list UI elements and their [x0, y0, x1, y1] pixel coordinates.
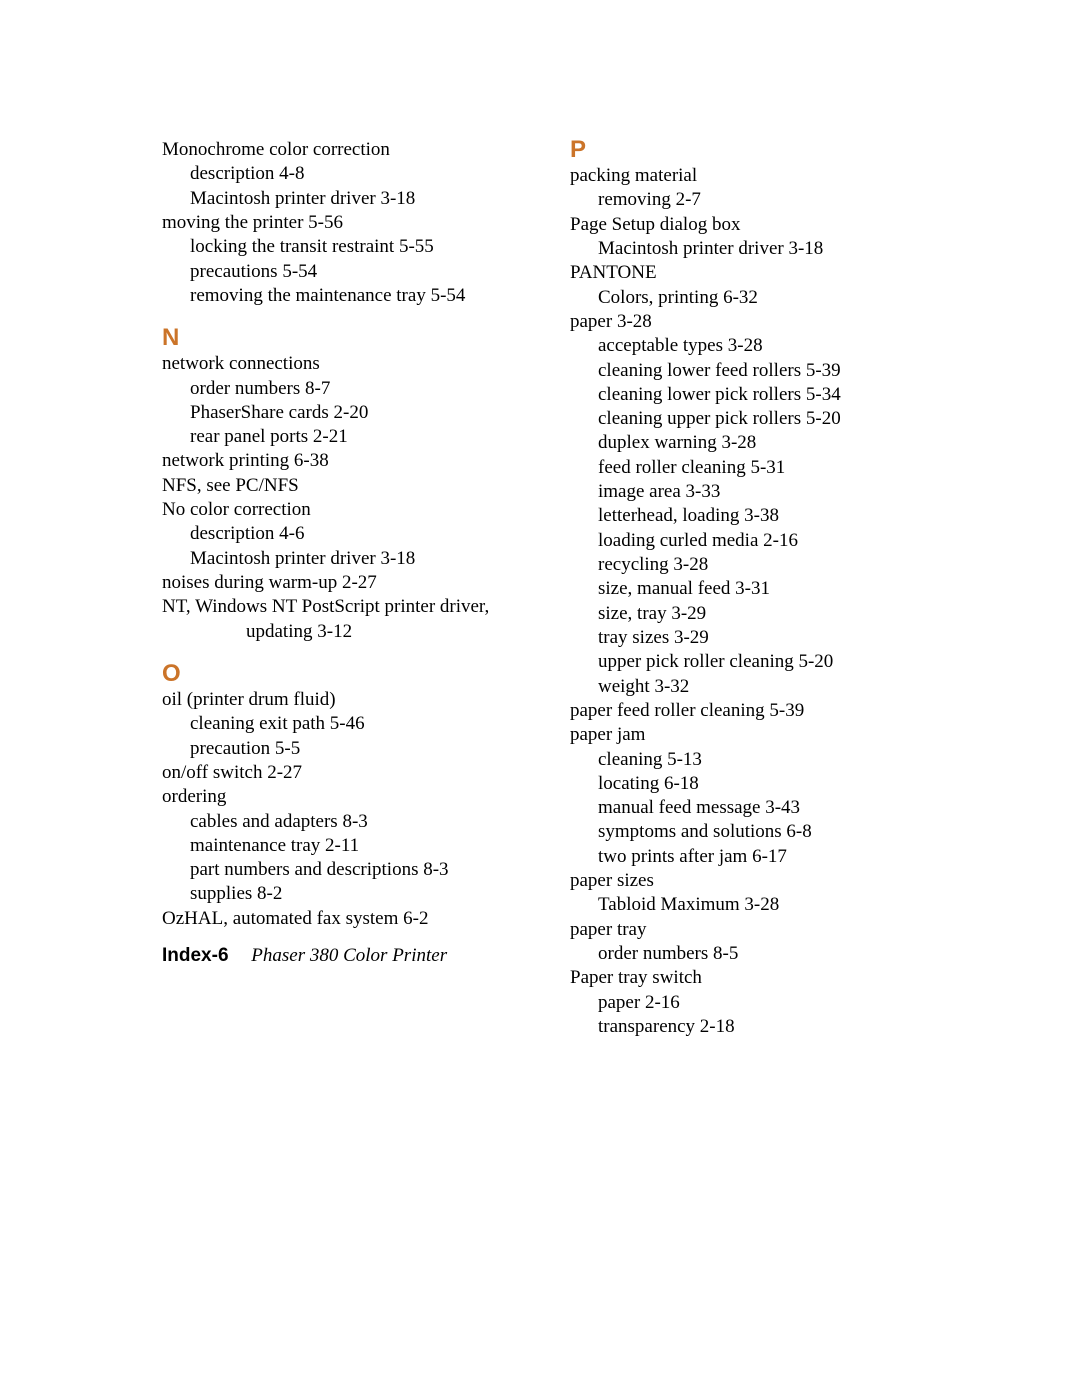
index-entry: OzHAL, automated fax system 6-2 [162, 907, 542, 931]
section-p: packing materialremoving 2-7Page Setup d… [570, 164, 940, 1039]
index-entry: description 4-8 [162, 162, 542, 186]
section-n: network connectionsorder numbers 8-7Phas… [162, 352, 542, 644]
index-entry: size, tray 3-29 [570, 602, 940, 626]
index-entry: order numbers 8-5 [570, 942, 940, 966]
pre-section: Monochrome color correctiondescription 4… [162, 138, 542, 308]
index-entry: No color correction [162, 498, 542, 522]
index-entry: Tabloid Maximum 3-28 [570, 893, 940, 917]
index-entry: Paper tray switch [570, 966, 940, 990]
section-heading-p: P [570, 138, 940, 162]
index-entry: duplex warning 3-28 [570, 431, 940, 455]
index-entry: size, manual feed 3-31 [570, 577, 940, 601]
left-column: Monochrome color correctiondescription 4… [162, 138, 542, 1039]
index-entry: cleaning lower pick rollers 5-34 [570, 383, 940, 407]
index-entry: PhaserShare cards 2-20 [162, 401, 542, 425]
index-entry: precaution 5-5 [162, 737, 542, 761]
index-entry: Macintosh printer driver 3-18 [162, 187, 542, 211]
section-heading-n: N [162, 326, 542, 350]
index-entry: cleaning upper pick rollers 5-20 [570, 407, 940, 431]
index-entry: on/off switch 2-27 [162, 761, 542, 785]
index-entry: moving the printer 5-56 [162, 211, 542, 235]
index-entry: noises during warm-up 2-27 [162, 571, 542, 595]
index-entry: paper 3-28 [570, 310, 940, 334]
index-entry: manual feed message 3-43 [570, 796, 940, 820]
index-entry: Monochrome color correction [162, 138, 542, 162]
index-entry: tray sizes 3-29 [570, 626, 940, 650]
index-entry: ordering [162, 785, 542, 809]
index-entry: cables and adapters 8-3 [162, 810, 542, 834]
index-entry: NT, Windows NT PostScript printer driver… [162, 595, 542, 644]
index-entry: letterhead, loading 3-38 [570, 504, 940, 528]
page-footer: Index-6 Phaser 380 Color Printer [162, 945, 447, 967]
page: Monochrome color correctiondescription 4… [0, 0, 1080, 1039]
index-entry: feed roller cleaning 5-31 [570, 456, 940, 480]
index-entry: cleaning lower feed rollers 5-39 [570, 359, 940, 383]
index-entry: Page Setup dialog box [570, 213, 940, 237]
index-entry: Macintosh printer driver 3-18 [570, 237, 940, 261]
page-number: Index-6 [162, 945, 229, 966]
index-entry: supplies 8-2 [162, 882, 542, 906]
index-entry: packing material [570, 164, 940, 188]
index-entry: two prints after jam 6-17 [570, 845, 940, 869]
index-entry: recycling 3-28 [570, 553, 940, 577]
index-entry: rear panel ports 2-21 [162, 425, 542, 449]
index-entry: loading curled media 2-16 [570, 529, 940, 553]
index-entry: locking the transit restraint 5-55 [162, 235, 542, 259]
index-entry: Colors, printing 6-32 [570, 286, 940, 310]
right-column: P packing materialremoving 2-7Page Setup… [570, 138, 940, 1039]
index-entry: removing 2-7 [570, 188, 940, 212]
index-entry: network connections [162, 352, 542, 376]
index-entry: precautions 5-54 [162, 260, 542, 284]
index-entry: upper pick roller cleaning 5-20 [570, 650, 940, 674]
index-entry: paper sizes [570, 869, 940, 893]
index-entry: removing the maintenance tray 5-54 [162, 284, 542, 308]
columns: Monochrome color correctiondescription 4… [162, 138, 920, 1039]
section-heading-o: O [162, 662, 542, 686]
index-entry: locating 6-18 [570, 772, 940, 796]
index-entry: network printing 6-38 [162, 449, 542, 473]
index-entry: order numbers 8-7 [162, 377, 542, 401]
index-entry: PANTONE [570, 261, 940, 285]
index-entry: paper tray [570, 918, 940, 942]
index-entry: weight 3-32 [570, 675, 940, 699]
index-entry: transparency 2-18 [570, 1015, 940, 1039]
index-entry: description 4-6 [162, 522, 542, 546]
index-entry: maintenance tray 2-11 [162, 834, 542, 858]
index-entry: cleaning 5-13 [570, 748, 940, 772]
index-entry: paper jam [570, 723, 940, 747]
index-entry: paper feed roller cleaning 5-39 [570, 699, 940, 723]
index-entry: oil (printer drum fluid) [162, 688, 542, 712]
index-entry: symptoms and solutions 6-8 [570, 820, 940, 844]
index-entry: Macintosh printer driver 3-18 [162, 547, 542, 571]
section-o: oil (printer drum fluid)cleaning exit pa… [162, 688, 542, 931]
index-entry: cleaning exit path 5-46 [162, 712, 542, 736]
index-entry: NFS, see PC/NFS [162, 474, 542, 498]
index-entry: image area 3-33 [570, 480, 940, 504]
document-title: Phaser 380 Color Printer [251, 945, 447, 966]
index-entry: acceptable types 3-28 [570, 334, 940, 358]
index-entry: part numbers and descriptions 8-3 [162, 858, 542, 882]
index-entry: paper 2-16 [570, 991, 940, 1015]
